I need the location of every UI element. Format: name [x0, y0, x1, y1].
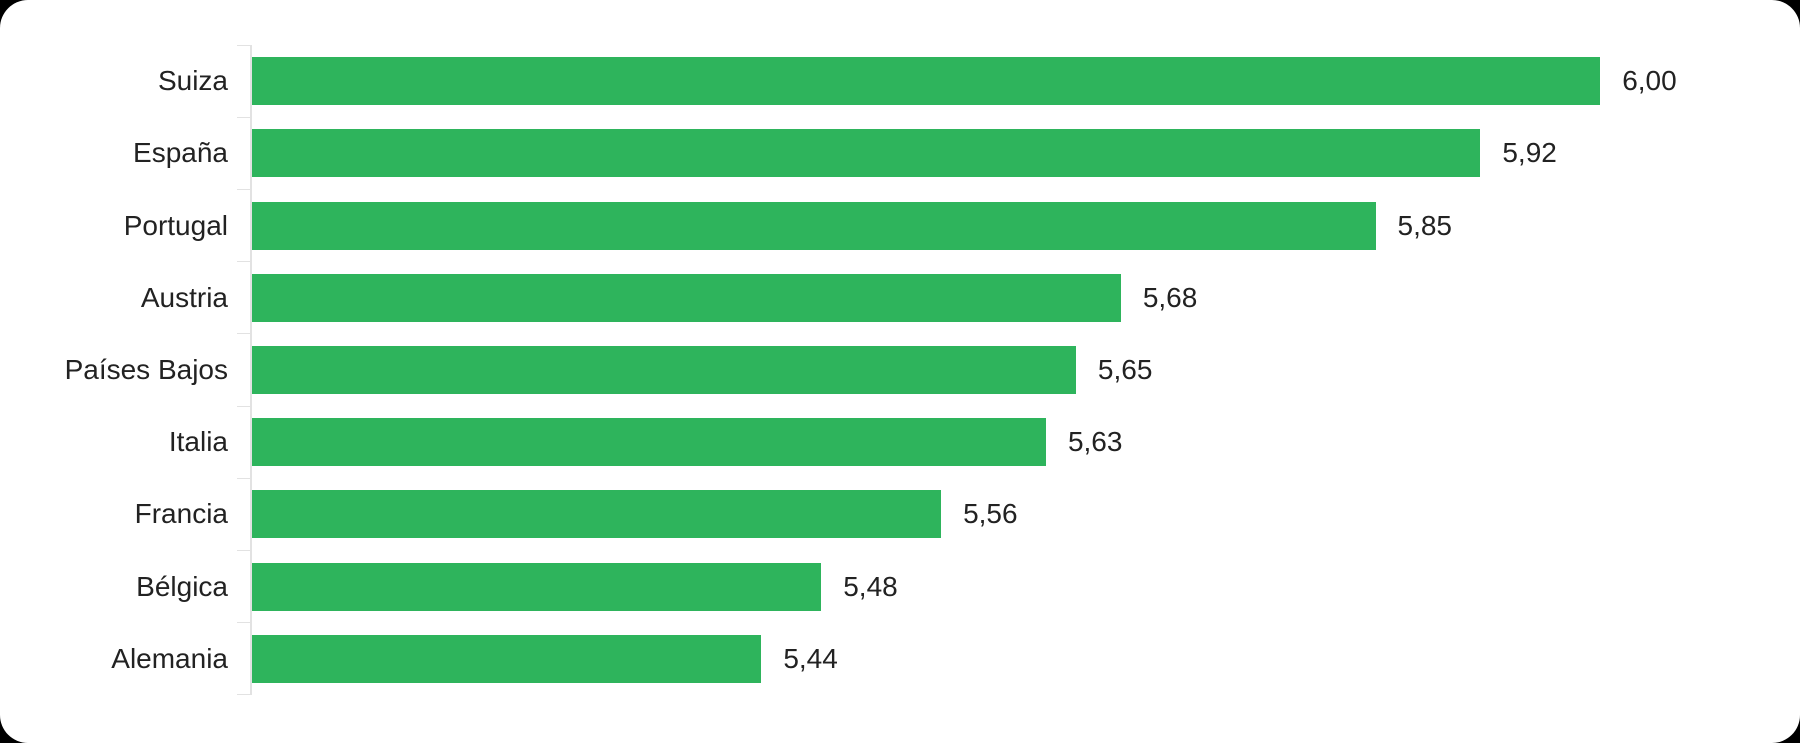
bar-row: Italia 5,63 — [0, 405, 1750, 479]
axis-tick — [237, 405, 250, 407]
category-label: Bélgica — [136, 570, 228, 602]
value-label: 5,44 — [783, 642, 838, 674]
axis-tick — [237, 622, 250, 624]
category-label: Alemania — [111, 642, 228, 674]
axis-tick — [237, 694, 250, 696]
category-label: Países Bajos — [64, 353, 228, 385]
bar-row: Austria 5,68 — [0, 261, 1750, 334]
bar — [252, 490, 942, 539]
bar — [252, 634, 762, 683]
category-label: Suiza — [157, 65, 228, 97]
bar-track: 6,00 — [237, 44, 1750, 118]
axis-tick — [237, 116, 250, 118]
category-label: Portugal — [123, 209, 228, 241]
bar-track: 5,44 — [237, 622, 1750, 696]
bar-row: Países Bajos 5,65 — [0, 333, 1750, 407]
bar — [252, 418, 1046, 467]
value-label: 5,68 — [1142, 281, 1198, 313]
value-label: 5,48 — [843, 570, 898, 602]
axis-tick — [237, 188, 250, 190]
bar-chart: Suiza 6,00 España 5,92 Portugal 5,85 Aus… — [0, 44, 1750, 696]
bar — [252, 345, 1076, 394]
axis-tick — [237, 333, 250, 335]
value-label: 5,65 — [1097, 353, 1153, 385]
value-label: 5,92 — [1502, 137, 1557, 169]
bar — [252, 273, 1121, 322]
bar-row: España 5,92 — [0, 116, 1750, 190]
category-label: Italia — [168, 426, 228, 458]
value-label: 5,85 — [1397, 209, 1453, 241]
axis-tick — [237, 44, 250, 46]
bar-track: 5,68 — [237, 261, 1750, 334]
bar-track: 5,92 — [237, 116, 1750, 190]
category-label: Austria — [140, 281, 228, 313]
bar-row: Portugal 5,85 — [0, 188, 1750, 262]
bar-row: Alemania 5,44 — [0, 622, 1750, 696]
axis-tick — [237, 477, 250, 479]
bar-row: Francia 5,56 — [0, 477, 1750, 551]
bar-track: 5,48 — [237, 550, 1750, 623]
value-label: 5,56 — [963, 498, 1018, 530]
bar-row: Bélgica 5,48 — [0, 550, 1750, 623]
bar-track: 5,85 — [237, 188, 1750, 262]
bar-track: 5,56 — [237, 477, 1750, 551]
category-label: España — [133, 137, 228, 169]
category-label: Francia — [134, 498, 228, 530]
value-label: 6,00 — [1622, 65, 1677, 97]
bar — [252, 201, 1376, 250]
value-label: 5,63 — [1067, 426, 1123, 458]
bar — [252, 129, 1481, 178]
bar — [252, 562, 822, 611]
bar-row: Suiza 6,00 — [0, 44, 1750, 118]
bar-track: 5,65 — [237, 333, 1750, 407]
axis-tick — [237, 550, 250, 552]
bar-track: 5,63 — [237, 405, 1750, 479]
axis-tick — [237, 261, 250, 263]
bar — [252, 57, 1601, 106]
